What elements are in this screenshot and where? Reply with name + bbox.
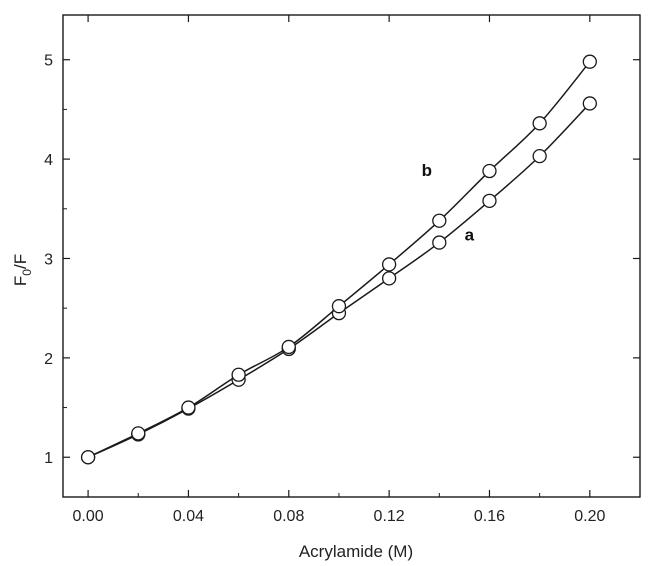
x-tick-label: 0.08: [273, 508, 304, 525]
series-label-b: b: [422, 161, 432, 180]
data-point: [182, 401, 195, 414]
plot-frame: [63, 15, 640, 497]
y-tick-label: 4: [44, 152, 53, 169]
data-point: [433, 236, 446, 249]
y-axis-title-main: F: [11, 276, 30, 286]
y-axis: 1 2 3 4 5: [44, 53, 640, 468]
series-b: b: [82, 55, 597, 464]
x-axis: 0.00 0.04 0.08 0.12 0.16 0.20: [73, 15, 606, 525]
series-line-b: [88, 62, 590, 458]
data-point: [282, 340, 295, 353]
y-tick-label: 3: [44, 251, 53, 268]
data-point: [332, 300, 345, 313]
x-tick-label: 0.16: [474, 508, 505, 525]
x-tick-label: 0.00: [73, 508, 104, 525]
data-point: [383, 272, 396, 285]
data-point: [583, 97, 596, 110]
plot-area: [63, 15, 640, 497]
x-tick-label: 0.20: [574, 508, 605, 525]
series-label-a: a: [465, 226, 475, 245]
y-tick-label: 1: [44, 450, 53, 467]
data-point: [533, 117, 546, 130]
data-point: [483, 165, 496, 178]
data-point: [583, 55, 596, 68]
data-point: [132, 427, 145, 440]
series-line-a: [88, 103, 590, 457]
data-point: [232, 368, 245, 381]
y-axis-title: F0/F: [11, 254, 34, 286]
y-axis-title-rest: /F: [11, 254, 30, 269]
data-point: [483, 194, 496, 207]
y-tick-label: 2: [44, 351, 53, 368]
data-point: [82, 451, 95, 464]
x-tick-label: 0.12: [374, 508, 405, 525]
data-point: [433, 214, 446, 227]
x-tick-label: 0.04: [173, 508, 204, 525]
data-point: [383, 258, 396, 271]
series-a: a: [82, 97, 597, 464]
x-axis-title: Acrylamide (M): [299, 542, 413, 561]
data-point: [533, 150, 546, 163]
y-tick-label: 5: [44, 53, 53, 70]
series-layer: ab: [82, 55, 597, 464]
